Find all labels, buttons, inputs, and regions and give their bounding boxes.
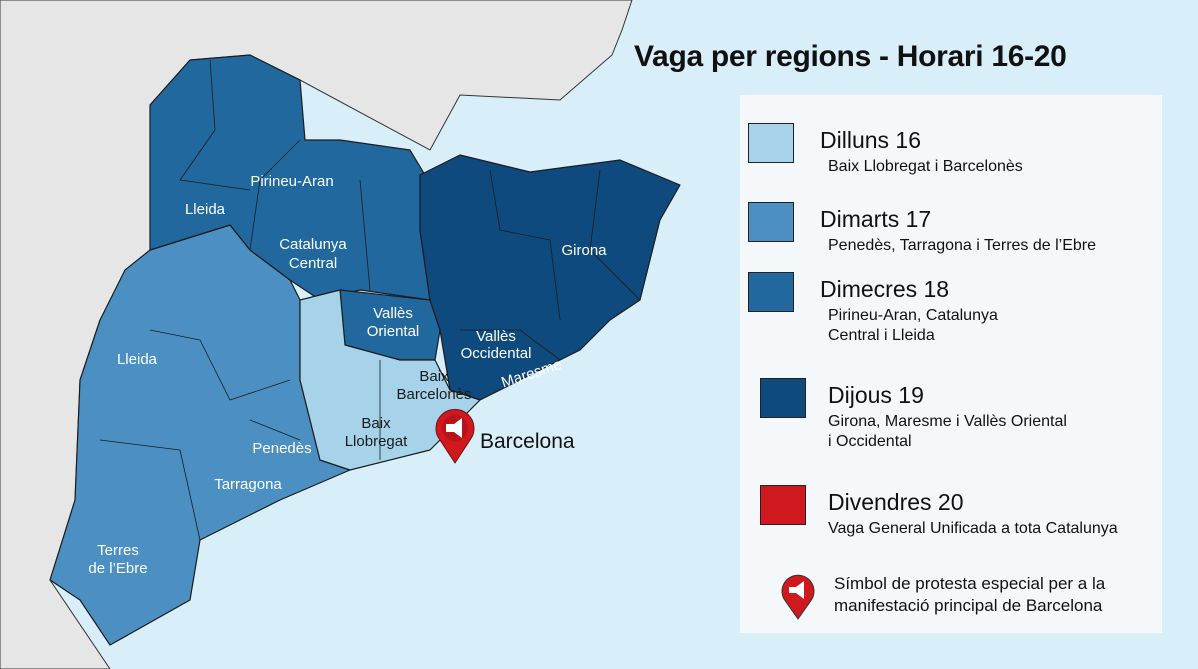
swatch-dimecres: [748, 272, 794, 312]
label-occidental: Occidental: [461, 345, 532, 362]
legend-day: Dimecres 18: [820, 276, 950, 302]
label-baix: Baix: [419, 368, 449, 385]
label-valles-2: Vallès: [476, 328, 516, 345]
label-de-lebre: de l’Ebre: [88, 560, 147, 577]
label-oriental: Oriental: [367, 323, 420, 340]
label-penedes: Penedès: [252, 440, 311, 457]
megaphone-pin-icon[interactable]: [435, 408, 475, 464]
swatch-dilluns: [748, 123, 794, 163]
label-barcelona: Barcelona: [480, 430, 575, 453]
swatch-divendres: [760, 485, 806, 525]
label-lleida-south: Lleida: [117, 351, 158, 368]
legend-desc: Girona, Maresme i Vallès Oriental i Occid…: [828, 413, 1067, 450]
megaphone-pin-icon: [781, 574, 815, 620]
label-lleida-north: Lleida: [185, 201, 226, 218]
label-catalunya: Catalunya: [279, 236, 347, 253]
label-baix-2: Baix: [361, 415, 391, 432]
legend-desc: Vaga General Unificada a tota Catalunya: [828, 520, 1118, 537]
legend-day: Divendres 20: [828, 489, 964, 515]
legend-day: Dilluns 16: [820, 127, 921, 153]
legend-day: Dijous 19: [828, 382, 924, 408]
region-dijous: [419, 154, 681, 401]
label-girona: Girona: [561, 242, 607, 259]
label-tarragona: Tarragona: [214, 476, 282, 493]
symbol-description: Símbol de protesta especial per a la mani…: [834, 574, 1106, 615]
page-title: Vaga per regions - Horari 16-20: [634, 40, 1067, 73]
legend-day: Dimarts 17: [820, 206, 932, 232]
label-central: Central: [289, 255, 337, 272]
legend-desc: Baix Llobregat i Barcelonès: [828, 158, 1023, 175]
label-barcelones: Barcelonès: [396, 386, 471, 403]
comarca-borders: [99, 59, 641, 541]
legend: Dilluns 16 Baix Llobregat i Barcelonès D…: [740, 95, 1162, 633]
label-pirineu-aran: Pirineu-Aran: [250, 173, 333, 190]
label-terres: Terres: [97, 542, 139, 559]
swatch-dijous: [760, 378, 806, 418]
region-dilluns: [299, 289, 481, 471]
label-valles: Vallès: [373, 305, 413, 322]
swatch-dimarts: [748, 202, 794, 242]
label-llobregat: Llobregat: [345, 433, 408, 450]
legend-desc: Pirineu-Aran, Catalunya Central i Lleida: [828, 307, 998, 344]
legend-desc: Penedès, Tarragona i Terres de l’Ebre: [828, 237, 1097, 254]
